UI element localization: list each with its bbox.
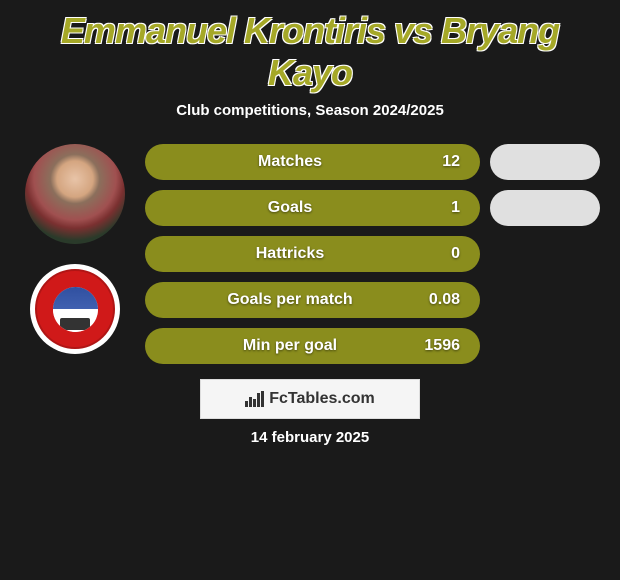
bar: [249, 397, 252, 407]
stat-row-goals: Goals 1: [145, 190, 600, 226]
stat-pill-mpg: Min per goal 1596: [145, 328, 480, 364]
stat-label: Hattricks: [165, 245, 415, 263]
bar: [257, 393, 260, 407]
comparison-pill: [490, 144, 600, 180]
stat-pill-hattricks: Hattricks 0: [145, 236, 480, 272]
stat-row-hattricks: Hattricks 0: [145, 236, 600, 272]
comparison-pill: [490, 190, 600, 226]
badge-ground: [53, 309, 98, 332]
stat-value: 1: [415, 199, 460, 217]
stat-label: Goals per match: [165, 291, 415, 309]
player-avatar: [25, 144, 125, 244]
stat-label: Min per goal: [165, 337, 415, 355]
page-subtitle: Club competitions, Season 2024/2025: [20, 102, 600, 119]
stat-value: 0.08: [415, 291, 460, 309]
chart-icon: [245, 391, 264, 407]
content-row: Matches 12 Goals 1 Hattricks 0: [20, 144, 600, 364]
badge-center: [53, 287, 98, 332]
bar: [261, 391, 264, 407]
badge-inner: [35, 269, 115, 349]
page-title: Emmanuel Krontiris vs Bryang Kayo: [20, 10, 600, 94]
stat-value: 0: [415, 245, 460, 263]
club-badge: [30, 264, 120, 354]
stat-pill-goals: Goals 1: [145, 190, 480, 226]
stat-row-mpg: Min per goal 1596: [145, 328, 600, 364]
left-column: [20, 144, 130, 354]
stat-pill-gpm: Goals per match 0.08: [145, 282, 480, 318]
main-container: Emmanuel Krontiris vs Bryang Kayo Club c…: [0, 0, 620, 580]
logo-text: FcTables.com: [269, 390, 375, 408]
bar: [253, 399, 256, 407]
stat-value: 1596: [415, 337, 460, 355]
badge-sky: [53, 287, 98, 310]
stat-row-gpm: Goals per match 0.08: [145, 282, 600, 318]
spacer: [490, 282, 600, 318]
bar: [245, 401, 248, 407]
stat-row-matches: Matches 12: [145, 144, 600, 180]
date-text: 14 february 2025: [20, 429, 600, 446]
stat-pill-matches: Matches 12: [145, 144, 480, 180]
spacer: [490, 236, 600, 272]
spacer: [490, 328, 600, 364]
stat-label: Matches: [165, 153, 415, 171]
stat-label: Goals: [165, 199, 415, 217]
stat-value: 12: [415, 153, 460, 171]
logo-box[interactable]: FcTables.com: [200, 379, 420, 419]
stats-column: Matches 12 Goals 1 Hattricks 0: [145, 144, 600, 364]
badge-train-icon: [60, 318, 90, 330]
